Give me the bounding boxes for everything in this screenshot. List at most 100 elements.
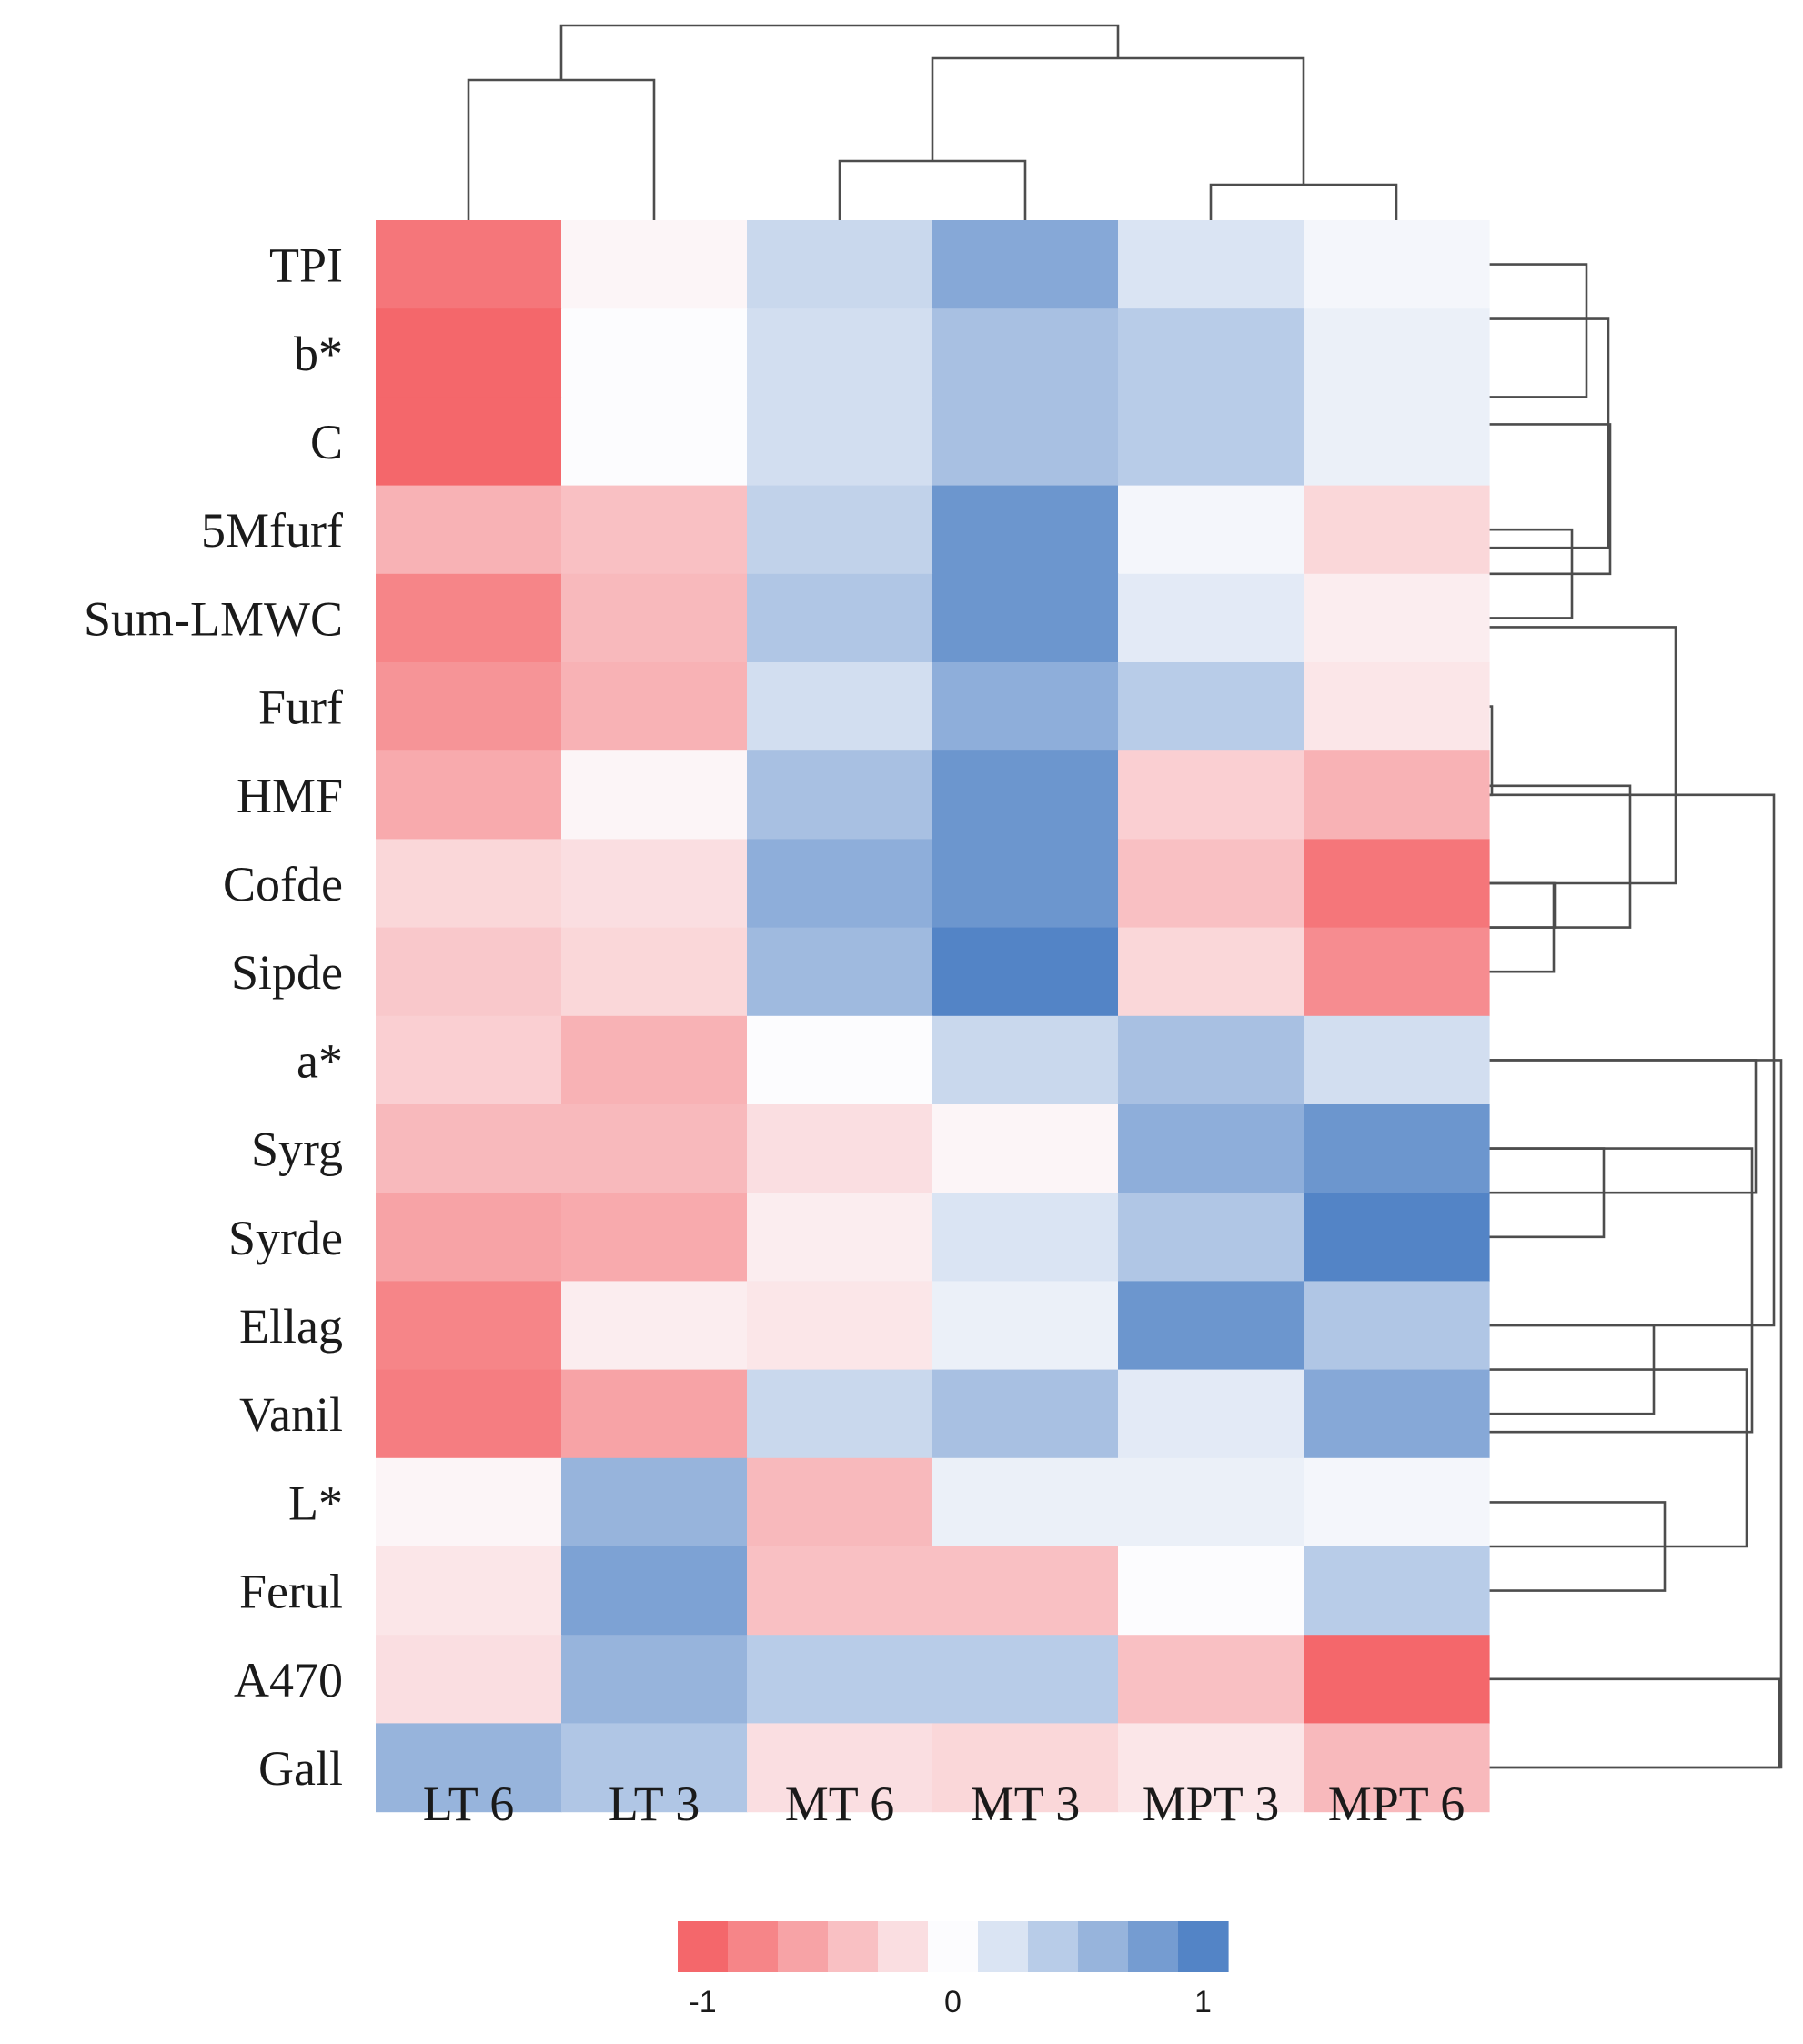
cell-tpi-mpt-3 [1118,220,1304,309]
column-label-mpt-3: MPT 3 [1143,1777,1280,1831]
cell-gall-lt-6 [376,1723,562,1813]
cell-hmf-mt-6 [747,750,933,840]
row-dendrogram-link [1486,1677,1781,1769]
row-dendrogram-link [1486,784,1632,929]
legend-swatch [678,1921,729,1972]
cell-sum-lmwc-mt-6 [747,573,933,663]
cell-syrg-lt-3 [561,1104,748,1193]
cell-a-mpt-6 [1304,1015,1490,1105]
cell-a-mt-6 [747,1015,933,1105]
cell-ellag-mt-6 [747,1281,933,1371]
cell-ferul-mt-6 [747,1546,933,1636]
cell-5mfurf-lt-3 [561,485,748,575]
cell-syrde-mpt-6 [1304,1193,1490,1282]
cell-syrde-lt-6 [376,1193,562,1282]
cell-ellag-mpt-3 [1118,1281,1304,1371]
cell-sum-lmwc-mpt-6 [1304,573,1490,663]
row-dendrogram-link [1486,1059,1783,1769]
row-label-c: C [310,415,343,469]
row-label-ellag: Ellag [239,1299,343,1354]
cell-cofde-mt-6 [747,839,933,929]
cell-ferul-lt-6 [376,1546,562,1636]
column-label-lt-3: LT 3 [609,1777,700,1831]
column-dendrogram-link [467,78,656,220]
row-label-b: b* [294,327,343,381]
row-label-cofde: Cofde [223,857,343,911]
cell-sipde-mt-6 [747,927,933,1017]
cell-sum-lmwc-mpt-3 [1118,573,1304,663]
cell-a470-lt-3 [561,1635,748,1724]
cell-a470-mpt-3 [1118,1635,1304,1724]
legend-tick-label: 0 [944,1985,962,2019]
cell-cofde-mt-3 [932,839,1119,929]
row-label-a470: A470 [234,1653,343,1707]
row-dendrogram [1486,263,1783,1769]
cell-l-lt-6 [376,1457,562,1547]
cell-a470-mt-6 [747,1635,933,1724]
legend-swatch [728,1921,779,1972]
cell-syrg-mpt-6 [1304,1104,1490,1193]
cell-l-mpt-6 [1304,1457,1490,1547]
cell-syrg-mt-6 [747,1104,933,1193]
column-label-mpt-6: MPT 6 [1328,1777,1466,1831]
cell-gall-mt-6 [747,1723,933,1813]
cell-sum-lmwc-lt-3 [561,573,748,663]
row-label-ferul: Ferul [239,1565,343,1619]
cell-tpi-lt-6 [376,220,562,309]
cell-b-lt-3 [561,308,748,398]
cell-syrde-mpt-3 [1118,1193,1304,1282]
row-label-tpi: TPI [269,238,343,293]
cell-tpi-mpt-6 [1304,220,1490,309]
cell-furf-lt-3 [561,662,748,751]
cell-a-mt-3 [932,1015,1119,1105]
row-label-furf: Furf [258,680,343,735]
cell-tpi-mt-6 [747,220,933,309]
color-legend: -1 0 1 [678,1921,1229,2019]
row-dendrogram-link [1486,626,1677,885]
cell-5mfurf-mpt-6 [1304,485,1490,575]
cell-ferul-mpt-3 [1118,1546,1304,1636]
cell-ellag-mt-3 [932,1281,1119,1371]
cell-vanil-mt-6 [747,1369,933,1459]
cell-sipde-mpt-3 [1118,927,1304,1017]
cell-l-lt-3 [561,1457,748,1547]
cell-b-mt-3 [932,308,1119,398]
legend-swatch [1028,1921,1079,1972]
legend-swatch [1128,1921,1179,1972]
cell-sipde-mt-3 [932,927,1119,1017]
row-dendrogram-link [1486,881,1557,929]
cell-cofde-lt-6 [376,839,562,929]
cell-vanil-lt-3 [561,1369,748,1459]
column-label-lt-6: LT 6 [423,1777,515,1831]
cell-b-mpt-3 [1118,308,1304,398]
cell-a470-mt-3 [932,1635,1119,1724]
row-dendrogram-link [1486,1059,1758,1194]
cell-syrg-mt-3 [932,1104,1119,1193]
legend-swatch [1078,1921,1129,1972]
cell-furf-mpt-3 [1118,662,1304,751]
cell-syrde-mt-3 [932,1193,1119,1282]
legend-tick-label: -1 [689,1985,716,2019]
cell-5mfurf-mpt-3 [1118,485,1304,575]
cell-gall-mpt-6 [1304,1723,1490,1813]
column-label-mt-3: MT 3 [971,1777,1081,1831]
cell-vanil-mpt-3 [1118,1369,1304,1459]
row-label-5mfurf: 5Mfurf [201,503,343,558]
legend-swatch [778,1921,829,1972]
cell-hmf-mt-3 [932,750,1119,840]
legend-swatch [928,1921,979,1972]
cell-b-mt-6 [747,308,933,398]
row-labels: TPI b* C 5Mfurf Sum-LMWC Furf HMF Cofde Sipde a* S… [84,238,343,1796]
cell-tpi-mt-3 [932,220,1119,309]
cell-hmf-lt-6 [376,750,562,840]
row-label-vanil: Vanil [239,1387,343,1442]
row-label-a: a* [297,1033,343,1088]
cell-cofde-mpt-6 [1304,839,1490,929]
cell-a-lt-6 [376,1015,562,1105]
column-label-mt-6: MT 6 [785,1777,895,1831]
cell-l-mt-6 [747,1457,933,1547]
cell-hmf-mpt-6 [1304,750,1490,840]
cell-gall-mpt-3 [1118,1723,1304,1813]
row-dendrogram-link [1486,1147,1754,1434]
